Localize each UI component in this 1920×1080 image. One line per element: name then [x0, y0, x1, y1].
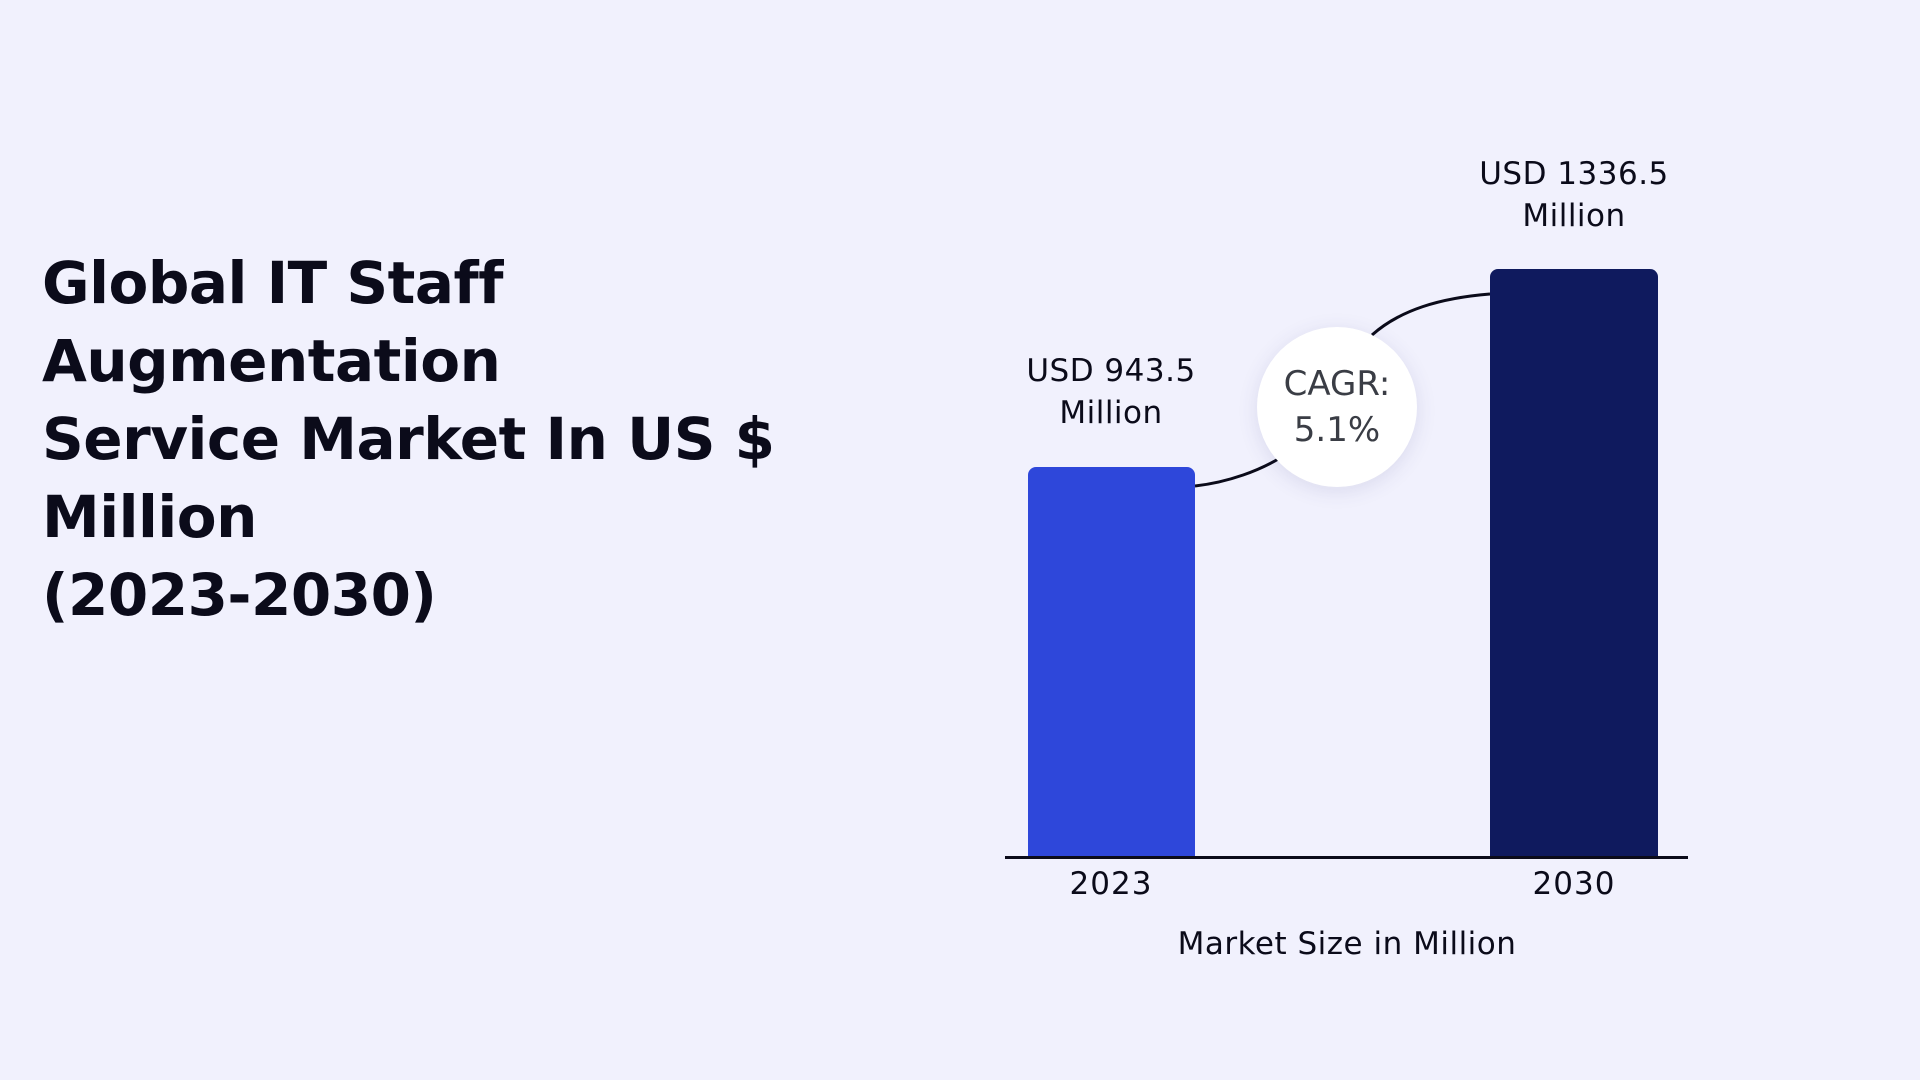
cagr-label: CAGR:: [1283, 364, 1391, 404]
title-line-3: (2023-2030): [42, 561, 437, 629]
x-axis-line: [1005, 856, 1688, 859]
bar-2023-value-label: USD 943.5 Million: [961, 350, 1261, 434]
bar-2023-unit: Million: [1059, 395, 1163, 431]
chart-title: Global IT Staff Augmentation Service Mar…: [42, 244, 942, 634]
title-line-1: Global IT Staff Augmentation: [42, 249, 504, 395]
x-axis-label: Market Size in Million: [1177, 926, 1517, 962]
bar-2030: [1490, 269, 1658, 857]
bar-2023-value: USD 943.5: [1026, 353, 1196, 389]
cagr-badge: CAGR: 5.1%: [1257, 327, 1417, 487]
cagr-value: 5.1%: [1293, 410, 1381, 450]
bar-2030-value-label: USD 1336.5 Million: [1424, 153, 1724, 237]
bar-2030-value: USD 1336.5: [1479, 156, 1669, 192]
bar-2030-unit: Million: [1522, 198, 1626, 234]
x-tick-2023: 2023: [1069, 866, 1153, 902]
bar-2023: [1028, 467, 1195, 857]
title-line-2: Service Market In US $ Million: [42, 405, 775, 551]
x-tick-2030: 2030: [1532, 866, 1616, 902]
